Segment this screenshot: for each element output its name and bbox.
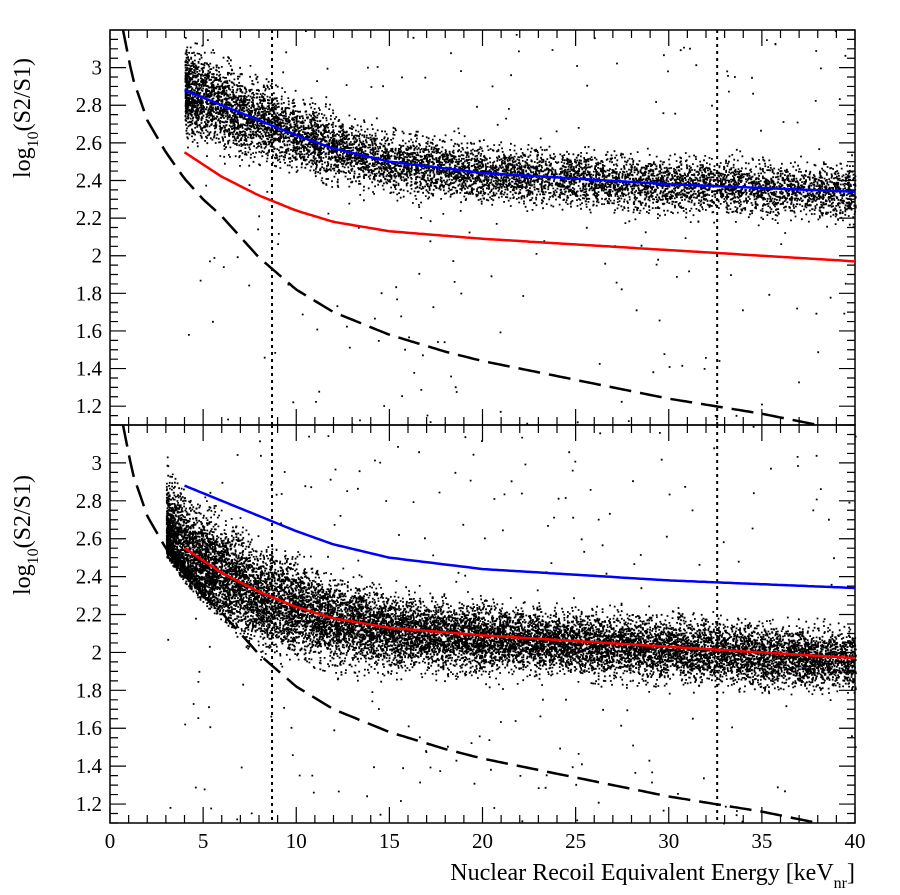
scatter-events — [165, 425, 857, 825]
y-tick-label: 3 — [92, 451, 103, 475]
top-blue-curve — [184, 89, 856, 194]
tick-marks — [109, 424, 856, 824]
top-dashed-curve — [121, 29, 819, 427]
y-tick-label: 1.8 — [76, 281, 102, 305]
bottom-red-curve — [183, 547, 856, 660]
y-tick-label: 2.4 — [76, 565, 103, 589]
x-tick-label: 30 — [658, 829, 679, 853]
bottom-scatter-points — [165, 425, 857, 825]
bottom-blue-curve — [184, 484, 856, 590]
y-tick-label: 2.4 — [76, 168, 103, 192]
y-tick-label: 2.2 — [76, 603, 102, 627]
bottom-axis-ticks — [109, 424, 856, 824]
y-tick-label: 1.8 — [76, 678, 102, 702]
y-tick-label: 2.8 — [76, 93, 102, 117]
bottom-y-tick-labels: 1.2 1.4 1.6 1.8 2 2.2 2.4 2.6 2.8 3 — [76, 451, 103, 816]
x-tick-label: 25 — [565, 829, 586, 853]
y-tick-label: 2 — [92, 244, 103, 268]
top-y-axis-title: log10(S2/S1) — [10, 58, 42, 178]
tick-marks — [109, 29, 856, 426]
y-tick-label: 2.8 — [76, 489, 102, 513]
y-tick-label: 3 — [92, 56, 103, 80]
y-tick-label: 2.6 — [76, 131, 102, 155]
y-tick-label: 1.2 — [76, 394, 102, 418]
x-tick-label: 35 — [751, 829, 772, 853]
top-panel: 1.2 1.4 1.6 1.8 2 2.2 2.4 2.6 2.8 3 log10(S2/S1) — [10, 29, 857, 427]
bottom-panel: 1.2 1.4 1.6 1.8 2 2.2 2.4 2.6 2.8 3 0 5 10 15 20 25 30 3… — [10, 424, 866, 892]
x-tick-label: 10 — [286, 829, 307, 853]
y-tick-label: 2 — [92, 640, 103, 664]
top-plot-frame — [109, 29, 856, 426]
y-tick-label: 2.6 — [76, 527, 102, 551]
x-axis-title: Nuclear Recoil Equivalent Energy [keVnr] — [450, 860, 855, 892]
x-tick-label: 15 — [379, 829, 400, 853]
x-tick-label: 5 — [198, 829, 209, 853]
y-tick-label: 2.2 — [76, 206, 102, 230]
y-tick-label: 1.2 — [76, 792, 102, 816]
y-tick-label: 1.4 — [76, 357, 103, 381]
top-axis-ticks — [109, 29, 856, 426]
top-red-curve — [183, 151, 856, 263]
y-tick-label: 1.6 — [76, 319, 102, 343]
scatter-events — [184, 30, 857, 426]
bottom-vertical-lines — [271, 425, 719, 823]
x-tick-labels: 0 5 10 15 20 25 30 35 40 — [105, 829, 866, 853]
bottom-dashed-curve — [121, 424, 819, 825]
x-tick-label: 40 — [845, 829, 866, 853]
x-tick-label: 20 — [472, 829, 493, 853]
top-y-tick-labels: 1.2 1.4 1.6 1.8 2 2.2 2.4 2.6 2.8 3 — [76, 56, 103, 419]
x-tick-label: 0 — [105, 829, 116, 853]
top-vertical-lines — [271, 30, 719, 425]
top-scatter-points — [184, 30, 857, 426]
bottom-y-axis-title: log10(S2/S1) — [10, 475, 42, 595]
y-tick-label: 1.4 — [76, 754, 103, 778]
y-tick-label: 1.6 — [76, 716, 102, 740]
